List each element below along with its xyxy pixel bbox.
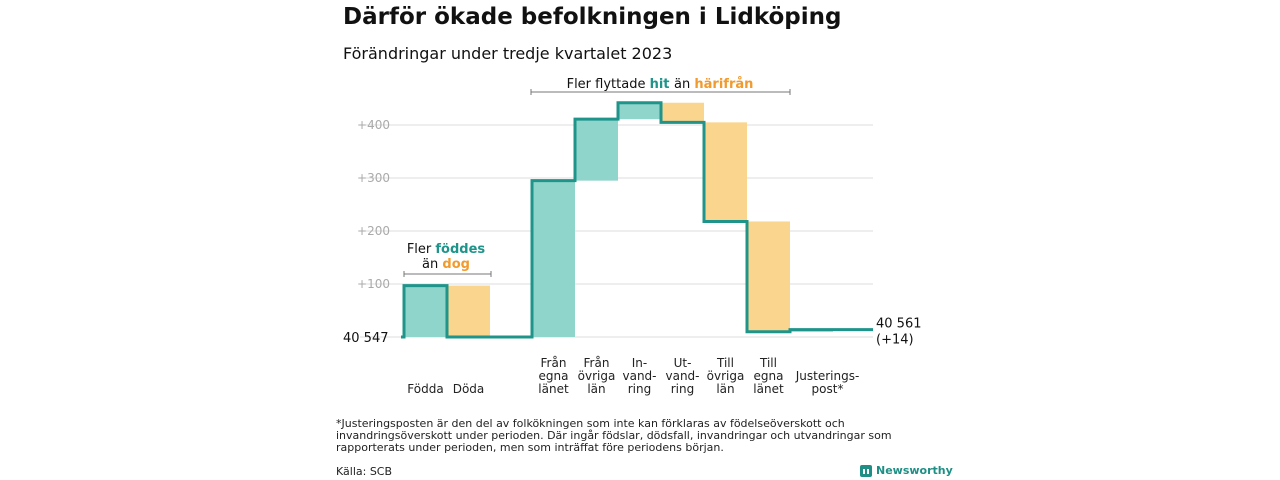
category-label-6-0: Till xyxy=(716,356,734,370)
bar-6 xyxy=(704,122,747,222)
category-label-8-1: post* xyxy=(812,382,844,396)
source-label: Källa: SCB xyxy=(336,465,393,478)
category-label-6-1: övriga xyxy=(707,369,745,383)
category-label-8-0: Justerings- xyxy=(795,369,860,383)
bar-0 xyxy=(404,285,447,337)
bar-3 xyxy=(575,119,618,181)
waterfall-chart: +100 +200 +300 +400 40 547 40 561(+14) Födda Dö… xyxy=(343,77,922,396)
annotation-moved: Fler flyttade hit än härifrån xyxy=(567,77,754,92)
brand-name: Newsworthy xyxy=(876,464,953,477)
category-label-3-1: övriga xyxy=(578,369,616,383)
y-tick-label-2: +300 xyxy=(357,171,390,185)
category-label-5-1: vand- xyxy=(665,369,699,383)
category-label-1-0: Döda xyxy=(453,382,485,396)
category-label-5-2: ring xyxy=(671,382,695,396)
category-label-6-2: län xyxy=(716,382,734,396)
bar-2 xyxy=(532,180,575,337)
chart-subtitle: Förändringar under tredje kvartalet 2023 xyxy=(343,44,673,63)
category-label-2-2: länet xyxy=(538,382,569,396)
bar-1 xyxy=(447,285,490,337)
annotation-born-line2: än dog xyxy=(422,257,470,272)
category-label-2-0: Från xyxy=(541,356,567,370)
footnote: *Justeringsposten är den del av folkökni… xyxy=(336,417,892,454)
start-value-label: 40 547 xyxy=(343,331,389,346)
category-label-5-0: Ut- xyxy=(674,356,692,370)
y-tick-label-0: +100 xyxy=(357,277,390,291)
end-delta-label: (+14) xyxy=(876,333,914,348)
y-tick-label-1: +200 xyxy=(357,224,390,238)
category-label-4-1: vand- xyxy=(622,369,656,383)
y-tick-label-3: +400 xyxy=(357,118,390,132)
newsworthy-icon xyxy=(860,464,872,477)
category-label-3-2: län xyxy=(587,382,605,396)
category-label-4-2: ring xyxy=(628,382,652,396)
category-label-4-0: In- xyxy=(632,356,647,370)
cumulative-step-line xyxy=(401,101,873,339)
category-label-0-0: Födda xyxy=(407,382,443,396)
category-label-7-0: Till xyxy=(759,356,777,370)
category-label-7-2: länet xyxy=(753,382,784,396)
bar-5 xyxy=(661,102,704,123)
category-label-7-1: egna xyxy=(754,369,784,383)
newsworthy-logo: Newsworthy xyxy=(860,464,953,477)
category-label-2-1: egna xyxy=(539,369,569,383)
end-value-label: 40 561 xyxy=(876,317,922,332)
category-label-3-0: Från xyxy=(584,356,610,370)
annotation-born-line1: Fler föddes xyxy=(407,242,486,257)
chart-title: Därför ökade befolkningen i Lidköping xyxy=(343,4,842,30)
bar-7 xyxy=(747,221,790,332)
bar-4 xyxy=(618,102,661,120)
